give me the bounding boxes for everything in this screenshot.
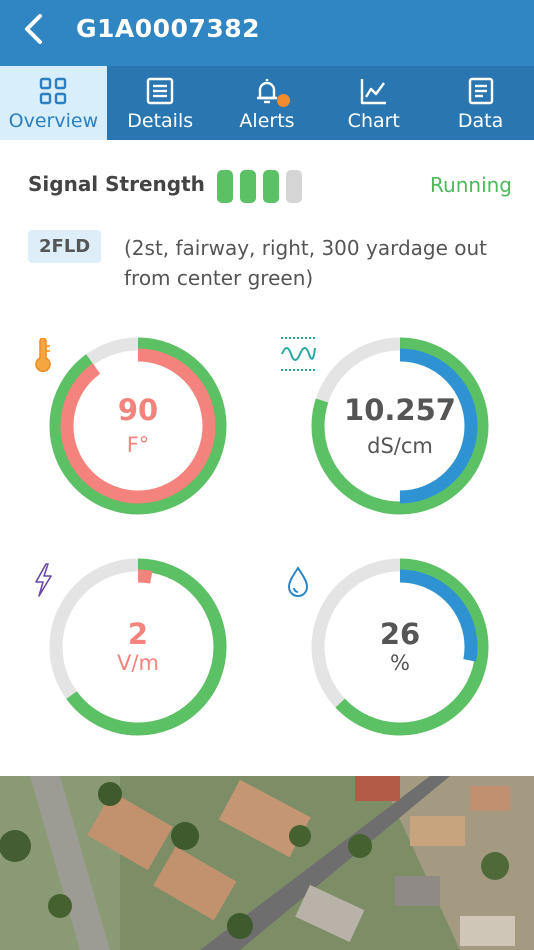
tab-overview[interactable]: Overview [0, 66, 107, 140]
location-tag: 2FLD [28, 230, 102, 263]
gauge-outer-arc [311, 337, 489, 515]
gauge-inner-arc [322, 569, 478, 725]
bell-icon [256, 79, 277, 104]
alert-badge [276, 94, 290, 107]
location-description: (2st, fairway, right, 300 yardage out fr… [124, 236, 488, 290]
conductivity-gauge: 10.257 dS/cm [310, 336, 490, 516]
document-icon [468, 77, 493, 105]
tab-label: Overview [8, 110, 99, 132]
moisture-gauge: 26 % [310, 557, 490, 737]
gauge-outer-arc [311, 558, 489, 736]
signal-bar [263, 170, 279, 203]
page-title: G1A0007382 [76, 14, 261, 43]
tab-label: Details [127, 110, 194, 132]
app-header: G1A0007382 [0, 0, 534, 66]
temperature-gauge: 90 F° [48, 336, 228, 516]
tab-details[interactable]: Details [107, 66, 214, 140]
gauge-unit: % [390, 651, 410, 675]
gauge-outer-arc [49, 558, 227, 736]
gauge-inner-arc [60, 569, 216, 725]
line-chart-icon [360, 79, 386, 105]
list-icon [146, 77, 174, 105]
status-badge: Running [430, 173, 512, 197]
gauge-unit: F° [126, 433, 150, 457]
gauge-outer-arc [49, 337, 227, 515]
gauge-inner-arc [60, 348, 216, 504]
signal-bar [286, 170, 302, 203]
tab-label: Data [457, 110, 504, 132]
tab-bar: Overview Details Alerts Chart [0, 66, 534, 140]
tab-chart[interactable]: Chart [320, 66, 427, 140]
tab-data[interactable]: Data [427, 66, 534, 140]
gauge-unit: V/m [117, 651, 159, 675]
tab-label: Chart [347, 110, 400, 132]
voltage-gauge: 2 V/m [48, 557, 228, 737]
signal-bars [217, 170, 302, 203]
tab-alerts[interactable]: Alerts [214, 66, 321, 140]
gauge-value: 26 [379, 617, 421, 651]
grid-icon [40, 77, 67, 105]
gauge-unit: dS/cm [367, 434, 433, 458]
lightning-icon [35, 563, 52, 597]
gauge-inner-arc [322, 348, 478, 504]
back-arrow-icon[interactable] [18, 12, 52, 46]
satellite-map-image[interactable] [0, 776, 534, 950]
thermometer-icon [35, 338, 51, 373]
signal-bar [217, 170, 233, 203]
gauge-value: 90 [117, 393, 159, 427]
signal-bar [240, 170, 256, 203]
water-drop-icon [287, 566, 309, 597]
tab-label: Alerts [239, 110, 295, 132]
gauge-value: 2 [127, 617, 149, 651]
conductivity-wave-icon [281, 337, 316, 371]
signal-strength-label: Signal Strength [28, 172, 205, 196]
gauge-value: 10.257 [344, 393, 456, 427]
